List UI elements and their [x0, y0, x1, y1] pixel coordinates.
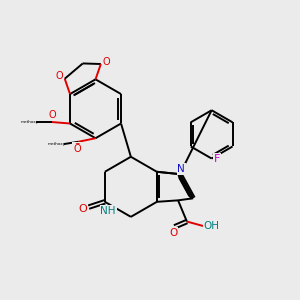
Text: OH: OH	[203, 221, 219, 231]
Text: O: O	[73, 143, 81, 153]
Text: O: O	[48, 110, 56, 121]
Text: F: F	[214, 154, 220, 164]
Text: O: O	[102, 57, 110, 67]
Text: O: O	[78, 204, 87, 214]
Text: O: O	[169, 228, 177, 238]
Text: methoxy: methoxy	[48, 142, 66, 146]
Text: N: N	[177, 164, 185, 174]
Text: methoxy: methoxy	[21, 120, 39, 124]
Text: O: O	[49, 110, 56, 120]
Text: O: O	[74, 144, 81, 154]
Text: O: O	[56, 71, 63, 81]
Text: NH: NH	[100, 206, 116, 216]
